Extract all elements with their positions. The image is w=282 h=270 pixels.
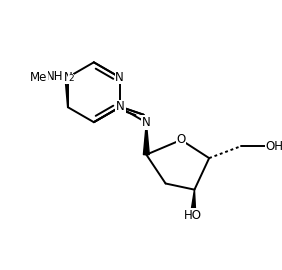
Polygon shape — [144, 123, 149, 155]
Polygon shape — [190, 190, 196, 215]
Text: O: O — [177, 133, 186, 146]
Text: N: N — [115, 71, 124, 84]
Text: Me: Me — [30, 71, 47, 84]
Text: 2: 2 — [68, 74, 74, 83]
Text: HO: HO — [184, 208, 202, 221]
Text: NH: NH — [46, 70, 63, 83]
Text: N: N — [142, 116, 151, 129]
Text: N: N — [116, 100, 125, 113]
Text: OH: OH — [265, 140, 282, 153]
Text: N: N — [63, 71, 72, 84]
